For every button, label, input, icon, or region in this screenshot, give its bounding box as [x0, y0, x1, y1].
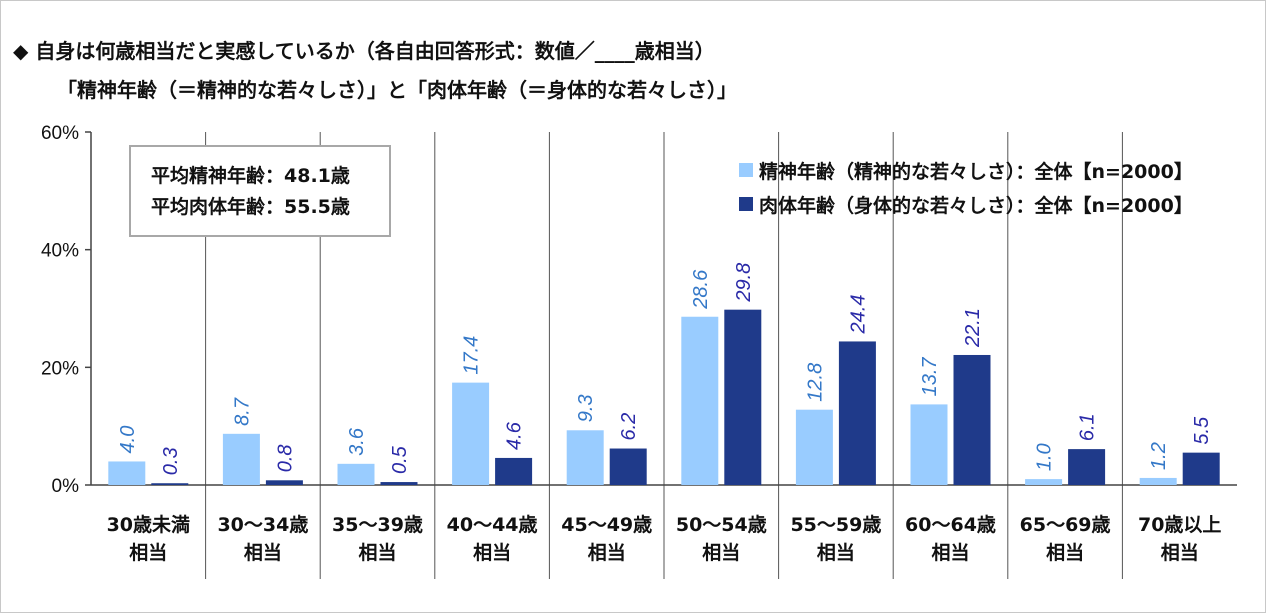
- bar-mental: [222, 433, 260, 485]
- chart-title-line1: ◆ 自身は何歳相当だと実感しているか（各自由回答形式：数値／____歳相当）: [13, 39, 715, 63]
- data-label-physical: 5.5: [1191, 416, 1213, 445]
- x-tick-label: 相当: [588, 541, 626, 564]
- x-tick-label: 35～39歳: [332, 514, 423, 536]
- legend-item-mental: 精神年齢（精神的な若々しさ）：全体【n=2000】: [739, 153, 1193, 187]
- x-tick-label: 50～54歳: [676, 514, 767, 536]
- y-tick-label: 20%: [41, 358, 79, 379]
- data-label-mental: 8.7: [231, 397, 253, 426]
- legend-swatch-mental: [739, 163, 753, 177]
- data-label-physical: 6.2: [618, 413, 640, 441]
- data-label-physical: 0.3: [160, 447, 182, 475]
- x-tick-label: 相当: [1046, 541, 1084, 564]
- data-label-mental: 28.6: [690, 269, 712, 310]
- x-tick-label: 45～49歳: [561, 514, 652, 536]
- bar-physical: [380, 482, 418, 485]
- bar-physical: [1068, 449, 1106, 485]
- bar-mental: [681, 316, 719, 485]
- data-label-physical: 0.5: [389, 445, 411, 474]
- bar-physical: [265, 480, 303, 485]
- data-label-physical: 0.8: [274, 444, 296, 472]
- bar-mental: [910, 404, 948, 485]
- x-tick-label: 相当: [931, 541, 969, 564]
- bar-physical: [151, 483, 189, 485]
- x-tick-label: 相当: [244, 541, 282, 564]
- x-tick-label: 70歳以上: [1138, 514, 1221, 536]
- bar-physical: [609, 448, 647, 485]
- x-tick-label: 相当: [129, 541, 167, 564]
- data-label-physical: 24.4: [847, 295, 869, 335]
- bar-mental: [795, 409, 833, 485]
- x-tick-label: 60～64歳: [905, 514, 996, 536]
- average-physical-age: 平均肉体年齢：55.5歳: [151, 196, 350, 218]
- x-tick-label: 相当: [473, 541, 511, 564]
- legend-swatch-physical: [739, 197, 753, 211]
- x-tick-label: 相当: [1161, 541, 1199, 564]
- data-label-physical: 4.6: [504, 421, 526, 450]
- y-tick-label: 40%: [41, 241, 79, 262]
- data-label-mental: 1.0: [1034, 443, 1056, 471]
- bar-mental: [452, 382, 490, 485]
- bar-mental: [108, 461, 146, 485]
- bar-physical: [838, 341, 876, 485]
- legend-label-mental: 精神年齢（精神的な若々しさ）：全体【n=2000】: [759, 160, 1193, 183]
- average-age-box: 平均精神年齢：48.1歳 平均肉体年齢：55.5歳: [129, 145, 391, 237]
- chart-title-line2: 「精神年齢（＝精神的な若々しさ）」と「肉体年齢（＝身体的な若々しさ）」: [57, 78, 737, 102]
- data-label-mental: 1.2: [1148, 442, 1170, 470]
- x-tick-label: 30歳未満: [107, 513, 190, 536]
- x-tick-label: 相当: [358, 541, 396, 564]
- bar-physical: [724, 309, 762, 485]
- x-tick-label: 相当: [702, 541, 740, 564]
- data-label-mental: 12.8: [804, 363, 826, 402]
- bar-mental: [1139, 477, 1177, 485]
- data-label-mental: 9.3: [575, 394, 597, 422]
- bar-mental: [566, 430, 604, 485]
- legend-label-physical: 肉体年齢（身体的な若々しさ）：全体【n=2000】: [759, 194, 1193, 217]
- data-label-physical: 29.8: [733, 263, 755, 303]
- x-tick-label: 65～69歳: [1020, 514, 1111, 536]
- data-label-mental: 17.4: [461, 336, 483, 375]
- y-tick-label: 0%: [52, 476, 80, 497]
- bar-mental: [337, 463, 375, 485]
- data-label-physical: 6.1: [1077, 413, 1099, 441]
- data-label-mental: 13.7: [919, 357, 941, 397]
- bar-physical: [953, 354, 991, 485]
- legend: 精神年齢（精神的な若々しさ）：全体【n=2000】 肉体年齢（身体的な若々しさ）…: [739, 153, 1193, 221]
- legend-item-physical: 肉体年齢（身体的な若々しさ）：全体【n=2000】: [739, 187, 1193, 221]
- data-label-mental: 3.6: [346, 427, 368, 456]
- x-tick-label: 55～59歳: [790, 514, 881, 536]
- y-tick-label: 60%: [41, 123, 79, 144]
- bar-physical: [495, 457, 533, 485]
- bar-physical: [1182, 452, 1220, 485]
- x-tick-label: 40～44歳: [447, 514, 538, 536]
- data-label-physical: 22.1: [962, 308, 984, 348]
- x-tick-label: 30～34歳: [217, 514, 308, 536]
- average-mental-age: 平均精神年齢：48.1歳: [151, 165, 350, 187]
- bar-mental: [1025, 479, 1063, 485]
- x-tick-label: 相当: [817, 541, 855, 564]
- data-label-mental: 4.0: [117, 426, 139, 454]
